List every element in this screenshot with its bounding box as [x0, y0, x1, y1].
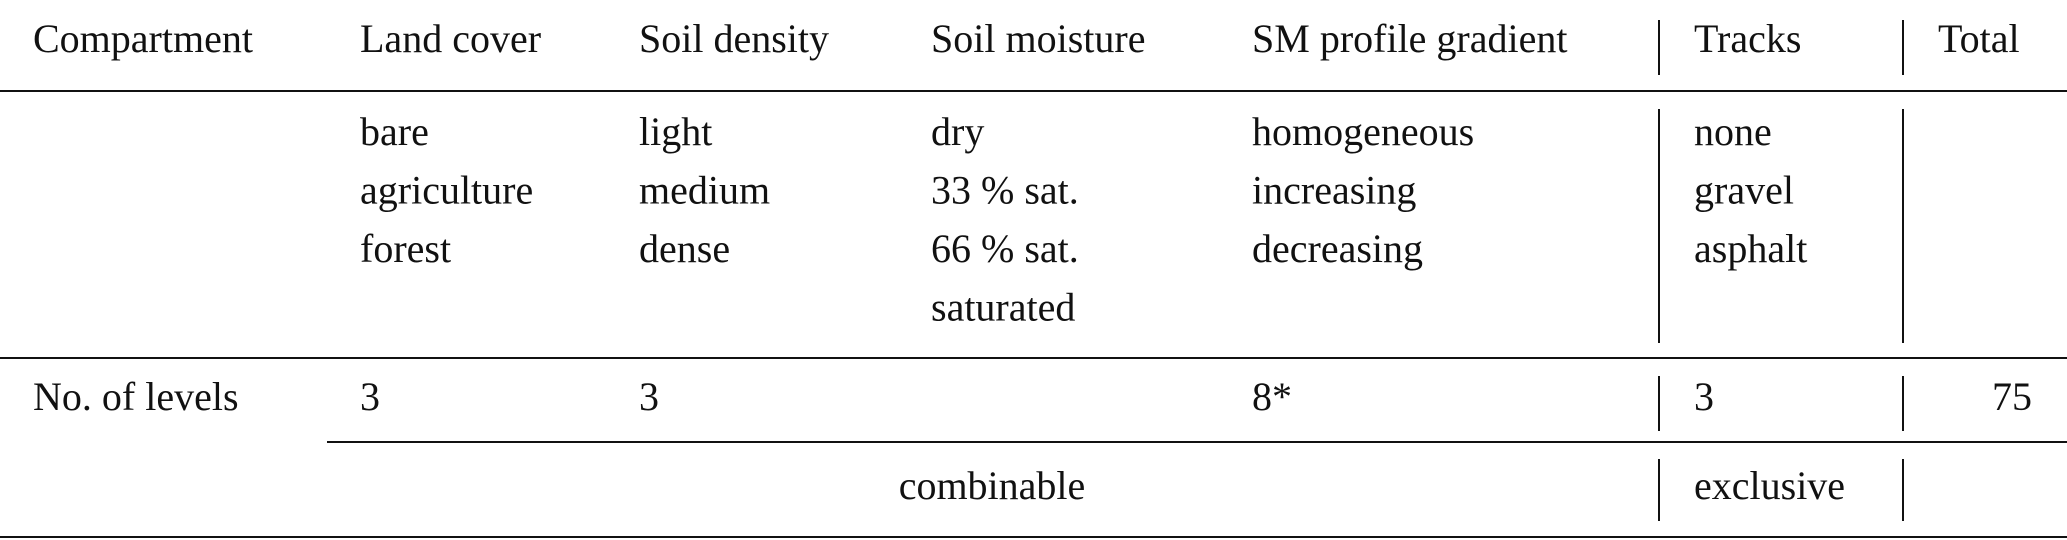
option: saturated	[931, 285, 1075, 330]
option: dry	[931, 109, 984, 154]
option: increasing	[1252, 168, 1416, 213]
option: asphalt	[1694, 226, 1807, 271]
option: decreasing	[1252, 226, 1423, 271]
option: forest	[360, 226, 451, 271]
cell: 3	[360, 374, 380, 419]
cell: combinable	[899, 463, 1086, 508]
option: homogeneous	[1252, 109, 1474, 154]
column-header: Compartment	[33, 16, 253, 61]
cell: 3	[639, 374, 659, 419]
cell: exclusive	[1694, 463, 1845, 508]
option: none	[1694, 109, 1772, 154]
cell: 8*	[1252, 374, 1292, 419]
option: gravel	[1694, 168, 1794, 213]
option: medium	[639, 168, 770, 213]
option: 33 % sat.	[931, 168, 1079, 213]
row-label: No. of levels	[33, 374, 239, 419]
cell: 75	[1992, 374, 2032, 419]
column-header: Soil density	[639, 16, 829, 61]
column-header: Soil moisture	[931, 16, 1145, 61]
option: bare	[360, 109, 429, 154]
option: 66 % sat.	[931, 226, 1079, 271]
option: light	[639, 109, 712, 154]
column-header: Tracks	[1694, 16, 1801, 61]
column-header: Total	[1938, 16, 2020, 61]
option: agriculture	[360, 168, 533, 213]
option: dense	[639, 226, 730, 271]
column-header: SM profile gradient	[1252, 16, 1568, 61]
cell: 3	[1694, 374, 1714, 419]
column-header: Land cover	[360, 16, 541, 61]
column-separators	[1658, 20, 1904, 521]
